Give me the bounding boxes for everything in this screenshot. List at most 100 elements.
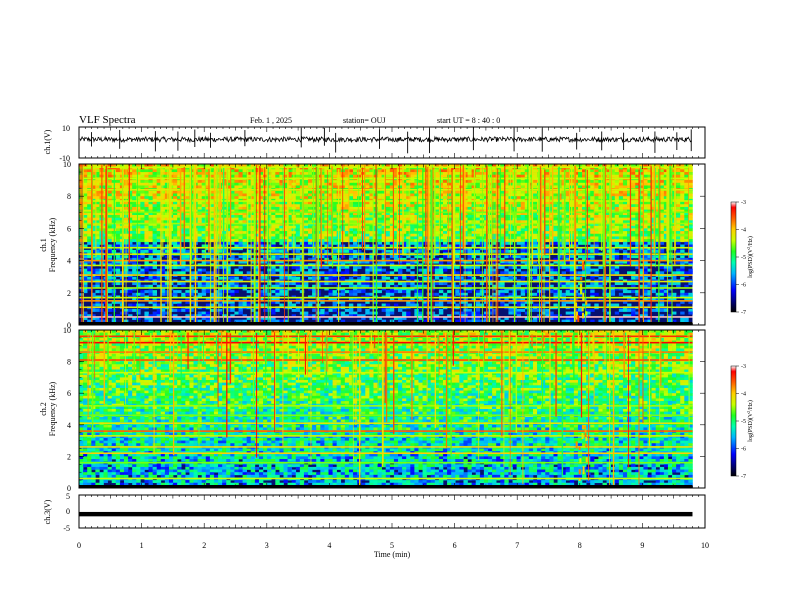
spectrogram-ch1-cell: [181, 204, 186, 208]
spectrogram-ch1-cell: [140, 239, 145, 243]
spectrogram-ch1-cell: [148, 247, 153, 251]
spectrogram-ch1-cell: [414, 185, 419, 189]
spectrogram-ch1-cell: [610, 204, 616, 208]
spectrogram-ch1-cell: [577, 180, 583, 184]
spectrogram-ch1-cell: [308, 190, 313, 194]
spectrogram-ch1-cell: [438, 185, 444, 189]
spectrogram-ch1-cell: [483, 239, 489, 243]
spectrogram-ch1-cell: [87, 193, 92, 197]
spectrogram-ch1-cell: [475, 249, 481, 253]
spectrogram-ch1-cell: [635, 217, 640, 221]
spectrogram-ch1-cell: [561, 180, 566, 184]
spectrogram-ch1-cell: [610, 239, 616, 243]
spectrogram-ch1-cell: [353, 249, 358, 253]
spectrogram-ch1-cell: [95, 217, 100, 221]
spectrogram-ch1-cell: [148, 204, 153, 208]
spectrogram-ch1-cell: [643, 233, 648, 237]
spectrogram-ch1-cell: [205, 244, 211, 248]
spectrogram-ch1-cell: [680, 174, 685, 178]
spectrogram-ch1-cell: [610, 196, 616, 200]
spectrogram-ch1-cell: [132, 174, 137, 178]
spectrogram-ch1-cell: [492, 201, 497, 205]
spectrogram-ch1-cell: [614, 228, 620, 232]
spectrogram-ch1-cell: [197, 233, 202, 237]
spectrogram-ch1-cell: [95, 225, 100, 229]
spectrogram-ch1-cell: [258, 180, 264, 184]
spectrogram-ch1-cell: [418, 220, 423, 224]
spectrogram-ch1-cell: [492, 225, 497, 229]
spectrogram-ch1-cell: [95, 209, 100, 213]
spectrogram-ch1-cell: [586, 225, 591, 229]
spectrogram-ch1-cell: [635, 220, 640, 224]
spectrogram-ch1-cell: [406, 249, 411, 253]
spectrogram-ch1-cell: [328, 185, 333, 189]
spectrogram-ch1-cell: [643, 166, 648, 170]
spectrogram-ch1-cell: [197, 217, 202, 221]
spectrogram-ch1-cell: [541, 164, 546, 167]
spectrogram-ch1-cell: [246, 193, 252, 197]
spectrogram-ch1-cell: [332, 169, 337, 173]
spectrogram-ch1-cell: [434, 209, 440, 213]
spectrogram-ch1-cell: [516, 220, 522, 224]
spectrogram-ch1-cell: [475, 164, 481, 167]
spectrogram-ch1-cell: [275, 166, 280, 170]
spectrogram-ch1-cell: [676, 217, 681, 221]
spectrogram-ch1-cell: [160, 164, 166, 167]
spectrogram-ch1-cell: [177, 233, 182, 237]
spectrogram-ch1-cell: [541, 201, 546, 205]
spectrogram-ch1-cell: [684, 174, 689, 178]
spectrogram-ch1-cell: [152, 214, 158, 218]
spectrogram-ch1-cell: [164, 233, 170, 237]
spectrogram-ch1-cell: [271, 206, 276, 210]
spectrogram-ch1-cell: [222, 212, 227, 216]
spectrogram-ch1-cell: [324, 164, 329, 167]
spectrogram-ch1-cell: [516, 209, 522, 213]
spectrogram-ch1-cell: [438, 190, 444, 194]
spectrogram-ch1-cell: [177, 206, 182, 210]
spectrogram-ch1-cell: [258, 247, 264, 251]
spectrogram-ch1-cell: [209, 190, 215, 194]
spectrogram-ch1-cell: [205, 182, 211, 186]
spectrogram-ch1-cell: [258, 225, 264, 229]
spectrogram-ch1-cell: [91, 196, 96, 200]
spectrogram-ch1-cell: [254, 212, 260, 216]
spectrogram-ch1-cell: [647, 225, 652, 229]
spectrogram-ch1-cell: [594, 193, 599, 197]
spectrogram-ch1-cell: [639, 169, 644, 173]
spectrogram-ch1-cell: [230, 172, 235, 176]
spectrogram-ch1-cell: [128, 166, 133, 170]
spectrogram-ch1-cell: [561, 217, 566, 221]
spectrogram-ch1-cell: [680, 228, 685, 232]
spectrogram-ch1-cell: [348, 217, 354, 221]
spectrogram-ch1-cell: [418, 182, 423, 186]
spectrogram-ch1-cell: [549, 239, 554, 243]
spectrogram-ch1-cell: [422, 239, 427, 243]
spectrogram-ch1-cell: [242, 241, 247, 245]
spectrogram-ch1-cell: [504, 231, 509, 235]
spectrogram-ch1-cell: [598, 190, 603, 194]
spectrogram-ch1-cell: [492, 172, 497, 176]
spectrogram-ch1-cell: [622, 244, 628, 248]
spectrogram-ch1-cell: [598, 172, 603, 176]
spectrogram-ch1-cell: [496, 204, 501, 208]
spectrogram-ch1-cell: [442, 164, 448, 167]
spectrogram-ch1-cell: [643, 236, 648, 240]
spectrogram-ch1-cell: [271, 180, 276, 184]
spectrogram-ch1-cell: [565, 236, 571, 240]
spectrogram-ch1-cell: [627, 196, 632, 200]
spectrogram-ch1-cell: [287, 193, 292, 197]
spectrogram-ch1-cell: [201, 220, 207, 224]
spectrogram-ch1-cell: [545, 223, 550, 227]
spectrogram-ch1-cell: [475, 233, 481, 237]
spectrogram-ch1-cell: [532, 231, 538, 235]
spectrogram-ch1-cell: [152, 204, 158, 208]
spectrogram-ch1-cell: [398, 241, 403, 245]
spectrogram-ch1-cell: [541, 241, 546, 245]
spectrogram-ch1-cell: [577, 164, 583, 167]
spectrogram-ch1-cell: [267, 172, 272, 176]
spectrogram-ch1-cell: [312, 206, 317, 210]
spectrogram-ch1-cell: [393, 166, 399, 170]
spectrogram-ch1-cell: [438, 174, 444, 178]
spectrogram-ch1-cell: [201, 169, 207, 173]
spectrogram-ch1-cell: [688, 193, 693, 197]
